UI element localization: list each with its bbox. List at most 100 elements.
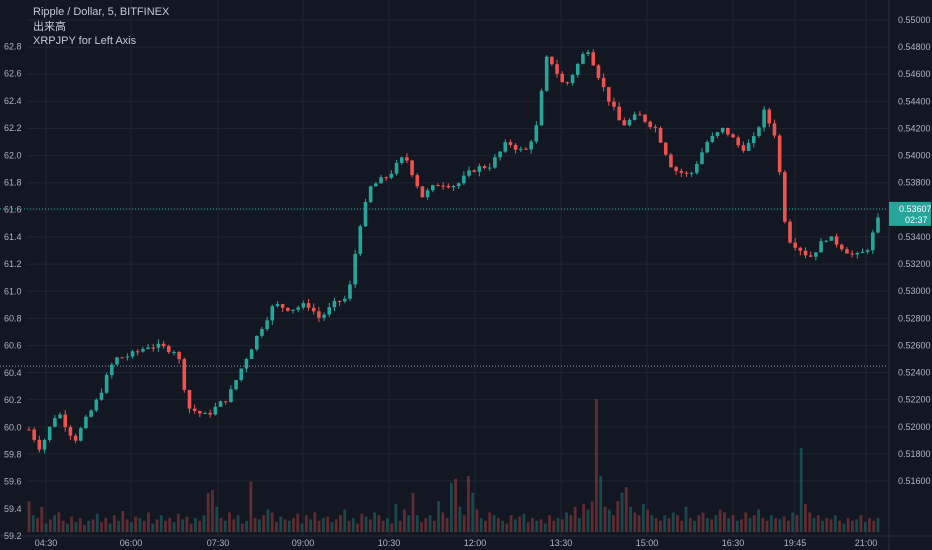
volume-indicator-label[interactable]: 出来高 bbox=[33, 20, 66, 33]
right-price-axis[interactable]: 0.55000 0.54800 0.54600 0.54400 0.54200 0.540… bbox=[898, 15, 931, 486]
last-price-badge bbox=[889, 201, 931, 226]
candle-body bbox=[850, 253, 854, 255]
candle-body bbox=[596, 65, 601, 78]
volume-bar bbox=[381, 520, 385, 532]
volume-bar bbox=[838, 520, 842, 532]
volume-bar bbox=[262, 515, 266, 532]
volume-bar bbox=[650, 515, 654, 532]
volume-bar bbox=[484, 520, 487, 532]
volume-bar bbox=[142, 520, 146, 532]
volume-bar bbox=[215, 506, 219, 532]
left-axis-tick: 61.4 bbox=[4, 232, 22, 242]
volume-bar bbox=[211, 490, 214, 532]
volume-bar bbox=[351, 518, 355, 532]
volume-bar bbox=[129, 522, 133, 532]
candle-body bbox=[78, 428, 83, 441]
left-axis-tick: 59.6 bbox=[4, 477, 22, 487]
volume-bar bbox=[727, 518, 731, 532]
left-axis-tick: 60.0 bbox=[4, 422, 22, 432]
volume-bar bbox=[134, 516, 138, 532]
candle-body bbox=[803, 250, 808, 256]
left-axis-tick: 59.4 bbox=[4, 504, 22, 514]
volume-bar bbox=[326, 516, 330, 532]
candle-body bbox=[767, 109, 772, 124]
candle-body bbox=[187, 389, 192, 409]
candle-body bbox=[632, 114, 637, 120]
volume-bar bbox=[518, 516, 522, 532]
candle-body bbox=[534, 125, 539, 142]
left-axis-tick: 61.0 bbox=[4, 286, 22, 296]
candle-body bbox=[684, 172, 689, 174]
volume-bar bbox=[752, 515, 756, 532]
left-axis-tick: 60.2 bbox=[4, 395, 22, 405]
candle-body bbox=[772, 123, 777, 136]
volume-bar bbox=[202, 515, 206, 532]
volume-bar bbox=[61, 520, 65, 532]
candle-body bbox=[161, 343, 166, 347]
candle-body bbox=[389, 173, 394, 178]
candle-body bbox=[746, 143, 751, 151]
volume-bar bbox=[36, 518, 39, 532]
volume-bar bbox=[543, 523, 547, 532]
volume-bar bbox=[240, 523, 244, 532]
candle-body bbox=[658, 127, 663, 143]
volume-bar bbox=[671, 512, 675, 532]
volume-bar bbox=[509, 515, 513, 532]
candle-body bbox=[436, 185, 440, 187]
right-axis-tick: 0.54800 bbox=[898, 42, 931, 52]
volume-bar bbox=[595, 399, 598, 532]
volume-bar bbox=[108, 523, 112, 532]
volume-bar bbox=[778, 519, 782, 532]
time-axis[interactable]: 04:30 06:00 07:30 09:00 10:30 12:00 13:30 15:00… bbox=[35, 538, 878, 548]
volume-bar bbox=[31, 515, 35, 532]
left-axis-tick: 60.4 bbox=[4, 368, 22, 378]
volume-bar bbox=[394, 504, 398, 532]
candle-body bbox=[94, 399, 99, 411]
volume-bar bbox=[223, 520, 227, 532]
volume-bar bbox=[53, 515, 56, 532]
right-axis-tick: 0.54600 bbox=[898, 69, 931, 79]
candle-body bbox=[296, 307, 300, 310]
candle-body bbox=[198, 411, 202, 414]
volume-bar bbox=[859, 515, 863, 532]
symbol-title[interactable]: Ripple / Dollar, 5, BITFINEX bbox=[33, 6, 170, 18]
candle-body bbox=[146, 347, 150, 349]
candle-body bbox=[751, 135, 756, 144]
volume-bar bbox=[407, 515, 411, 532]
volume-bar bbox=[496, 518, 500, 532]
candle-body bbox=[254, 335, 259, 350]
candle-body bbox=[456, 183, 461, 187]
right-axis-tick: 0.52400 bbox=[898, 368, 931, 378]
volume-bar bbox=[266, 509, 270, 532]
time-axis-tick: 15:00 bbox=[636, 538, 659, 548]
right-axis-tick: 0.53800 bbox=[898, 178, 931, 188]
volume-bar bbox=[424, 518, 428, 532]
left-price-axis[interactable]: 62.8 62.6 62.4 62.2 62.0 61.8 61.6 61.4 61.2 61.0… bbox=[4, 42, 22, 542]
candle-body bbox=[855, 253, 860, 255]
volume-bar bbox=[309, 519, 312, 532]
volume-bar bbox=[121, 511, 125, 532]
volume-bar bbox=[701, 512, 705, 532]
volume-bar bbox=[863, 522, 867, 532]
candle-body bbox=[156, 343, 161, 348]
candle-body bbox=[332, 300, 337, 308]
volume-bar bbox=[565, 512, 568, 532]
candle-body bbox=[368, 186, 373, 203]
left-axis-tick: 60.8 bbox=[4, 314, 22, 324]
comparison-symbol-label[interactable]: XRPJPY for Left Axis bbox=[33, 35, 137, 47]
volume-bar bbox=[155, 519, 159, 532]
candle-body bbox=[42, 439, 47, 450]
time-axis-tick: 07:30 bbox=[207, 538, 230, 548]
candle-body bbox=[327, 307, 332, 315]
volume-bar bbox=[313, 512, 317, 532]
volume-bar bbox=[646, 509, 650, 532]
candle-body bbox=[648, 121, 653, 128]
volume-bar bbox=[833, 515, 837, 532]
volume-bar bbox=[735, 520, 739, 532]
bar-countdown: 02:37 bbox=[905, 215, 928, 225]
right-axis-tick: 0.54400 bbox=[898, 96, 931, 106]
last-price-value: 0.53607 bbox=[899, 204, 932, 214]
candle-body bbox=[824, 240, 829, 242]
volume-bar bbox=[723, 512, 726, 532]
